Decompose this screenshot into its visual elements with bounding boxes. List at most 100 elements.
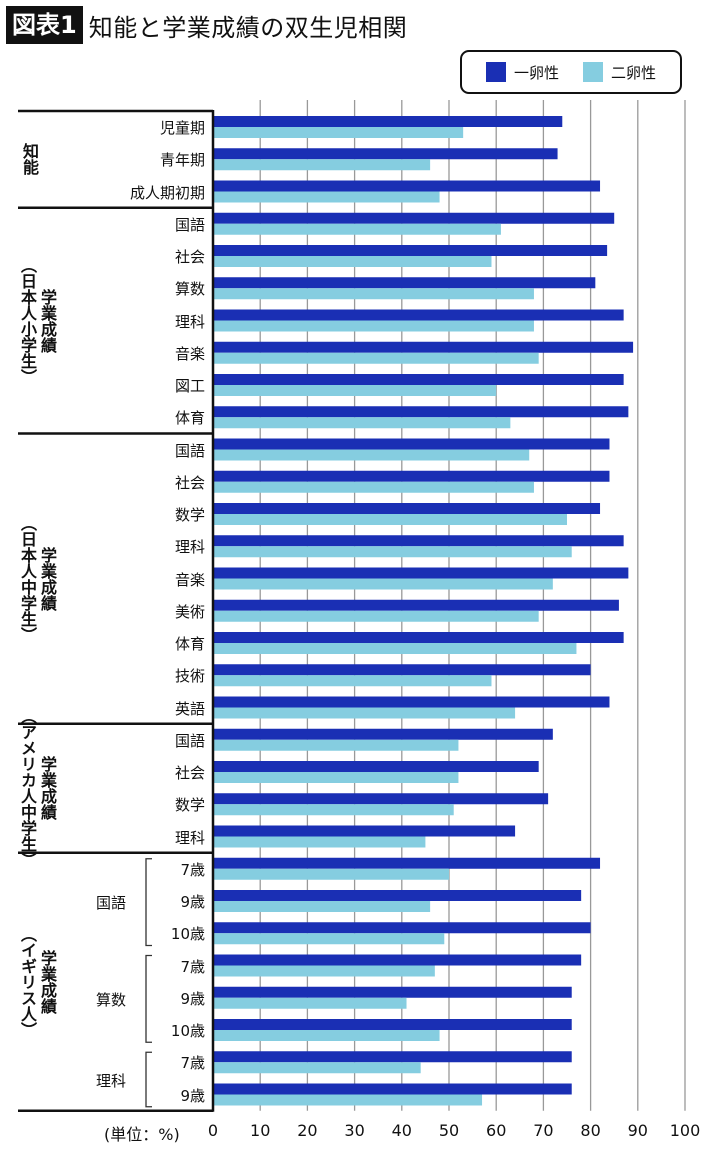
row-label: 理科: [174, 538, 205, 557]
subgroup-label: 算数: [96, 990, 127, 1009]
bar-fraternal: [213, 1062, 421, 1074]
bar-fraternal: [213, 449, 530, 461]
bar-identical: [213, 148, 558, 160]
group-label: 知能: [20, 143, 39, 176]
bar-fraternal: [213, 127, 464, 138]
bar-identical: [213, 374, 624, 385]
bar-identical: [213, 438, 610, 450]
x-tick-label: 30: [344, 1120, 365, 1140]
bar-fraternal: [213, 772, 459, 783]
row-label: 成人期初期: [129, 183, 205, 202]
legend-label: 二卵性: [610, 63, 656, 82]
row-label: 算数: [174, 280, 205, 299]
row-label: 数学: [174, 506, 205, 524]
subgroup-label: 理科: [96, 1071, 127, 1090]
bar-fraternal: [213, 643, 577, 654]
bar-fraternal: [213, 610, 539, 622]
bar-fraternal: [213, 675, 492, 687]
x-tick-label: 90: [627, 1120, 648, 1140]
group-sublabel: （イギリス人）: [18, 925, 37, 1038]
bar-fraternal: [213, 804, 454, 816]
bar-identical: [213, 212, 615, 224]
row-label: 音楽: [174, 344, 205, 363]
row-label: 7歳: [180, 860, 205, 879]
group-sublabel: （アメリカ人中学生）: [18, 708, 37, 869]
row-label: 社会: [174, 473, 205, 492]
bar-fraternal: [213, 997, 407, 1009]
row-label: 9歳: [180, 893, 205, 911]
unit-label: (単位：%): [104, 1124, 180, 1144]
row-label: 9歳: [180, 989, 205, 1008]
row-label: 10歳: [170, 1022, 205, 1040]
bar-identical: [213, 180, 601, 192]
bar-fraternal: [213, 933, 445, 945]
x-tick-label: 60: [486, 1120, 507, 1140]
x-tick-label: 10: [250, 1120, 271, 1140]
legend-swatch-identical: [485, 62, 506, 82]
bar-fraternal: [213, 288, 534, 300]
row-label: 音楽: [174, 570, 205, 589]
group-label: 学業成績: [38, 288, 57, 353]
bar-identical: [213, 632, 624, 643]
bar-identical: [213, 406, 629, 418]
row-label: 9歳: [180, 1086, 205, 1105]
row-label: 社会: [174, 764, 205, 782]
chart-title: 図表1 知能と学業成績の双生児相関: [6, 6, 407, 44]
bar-fraternal: [213, 256, 492, 267]
group-label: 学業成績: [38, 756, 57, 821]
figure-label: 図表1: [6, 6, 83, 44]
row-label: 国語: [174, 731, 205, 750]
row-label: 技術: [174, 667, 205, 686]
bar-fraternal: [213, 901, 431, 912]
row-label: 理科: [174, 312, 205, 331]
bar-fraternal: [213, 1094, 483, 1106]
row-label: 英語: [174, 699, 205, 718]
bar-fraternal: [213, 385, 497, 396]
bar-identical: [213, 1083, 572, 1095]
bar-identical: [213, 309, 624, 321]
row-label: 体育: [174, 409, 205, 428]
bar-fraternal: [213, 546, 572, 558]
group-sublabel: （日本人小学生）: [18, 256, 37, 385]
bar-fraternal: [213, 481, 534, 493]
legend-item-identical: 一卵性: [485, 62, 559, 83]
bar-fraternal: [213, 836, 426, 848]
bar-fraternal: [213, 965, 435, 977]
bar-identical: [213, 503, 601, 514]
x-tick-label: 100: [669, 1120, 701, 1140]
bar-fraternal: [213, 159, 431, 171]
row-label: 10歳: [170, 925, 205, 944]
bar-identical: [213, 1019, 572, 1030]
group-sublabel: （日本人中学生）: [18, 514, 37, 643]
subgroup-label: 国語: [96, 894, 127, 913]
row-label: 体育: [174, 635, 205, 653]
row-label: 国語: [174, 215, 205, 234]
x-tick-label: 20: [297, 1120, 318, 1140]
row-label: 国語: [174, 441, 205, 460]
bar-identical: [213, 922, 591, 934]
bar-fraternal: [213, 1030, 440, 1041]
row-label: 7歳: [180, 1054, 205, 1073]
legend: 一卵性 二卵性: [460, 50, 682, 94]
group-label: 学業成績: [38, 546, 57, 611]
subgroup-bracket: [145, 954, 152, 1043]
bar-fraternal: [213, 578, 553, 590]
bar-fraternal: [213, 514, 567, 525]
bar-identical: [213, 825, 516, 837]
bar-identical: [213, 535, 624, 547]
bar-fraternal: [213, 223, 501, 235]
bar-fraternal: [213, 320, 534, 332]
row-label: 社会: [174, 248, 205, 266]
bar-identical: [213, 341, 634, 353]
legend-swatch-fraternal: [582, 62, 603, 82]
bar-fraternal: [213, 352, 539, 364]
bar-identical: [213, 696, 610, 708]
subgroup-bracket: [145, 858, 152, 947]
legend-label: 一卵性: [513, 63, 559, 82]
row-label: 児童期: [159, 119, 205, 137]
bar-fraternal: [213, 868, 449, 880]
bar-identical: [213, 793, 549, 805]
bar-identical: [213, 599, 619, 611]
row-label: 美術: [174, 602, 205, 621]
